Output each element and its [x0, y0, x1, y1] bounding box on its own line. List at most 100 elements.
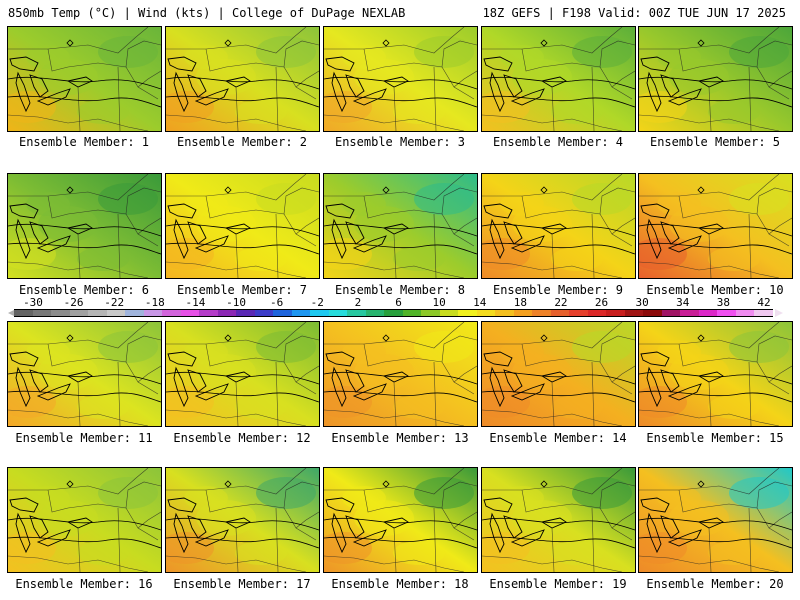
colorbar-tick-label: 6 [395, 296, 402, 309]
temperature-map [482, 322, 635, 426]
ensemble-map-panel [165, 321, 320, 427]
ensemble-map-panel [323, 467, 478, 573]
ensemble-member-label: Ensemble Member: 6 [18, 283, 150, 297]
ensemble-map-panel [481, 467, 636, 573]
colorbar-cell [550, 309, 569, 317]
colorbar-cell [180, 309, 199, 317]
colorbar-cell [476, 309, 495, 317]
colorbar-tick-label: 34 [676, 296, 690, 309]
colorbar-cell [661, 309, 680, 317]
colorbar-cell [14, 309, 33, 317]
colorbar-cell [69, 309, 88, 317]
colorbar-cell [32, 309, 51, 317]
temperature-map [639, 27, 792, 131]
ensemble-member-label: Ensemble Member: 4 [492, 135, 624, 149]
ensemble-member-label: Ensemble Member: 5 [649, 135, 781, 149]
colorbar-cell [125, 309, 144, 317]
ensemble-map-panel [481, 26, 636, 132]
ensemble-member-label: Ensemble Member: 2 [176, 135, 308, 149]
colorbar-cell [513, 309, 532, 317]
colorbar-cell [199, 309, 218, 317]
temperature-colorbar: -30 -26 -22 -18 -14 -10 -6 -2 2 6 10 14 18 22 26 30 34 38… [0, 296, 800, 322]
colorbar-cell [587, 309, 606, 317]
colorbar-cell [162, 309, 181, 317]
ensemble-member-label: Ensemble Member: 11 [15, 431, 153, 445]
ensemble-map-panel [7, 321, 162, 427]
ensemble-member-label: Ensemble Member: 3 [334, 135, 466, 149]
colorbar-cell [217, 309, 236, 317]
colorbar-cell [143, 309, 162, 317]
colorbar-tick-label: 18 [513, 296, 527, 309]
colorbar-tick-label: -30 [23, 296, 43, 309]
colorbar-cell [569, 309, 588, 317]
ensemble-map-panel [165, 26, 320, 132]
ensemble-member-label: Ensemble Member: 13 [331, 431, 469, 445]
colorbar-high-arrow [775, 309, 783, 317]
ensemble-map-panel [481, 173, 636, 279]
colorbar-tick-label: 14 [473, 296, 487, 309]
temperature-map [8, 468, 161, 572]
colorbar-tick-label: -14 [185, 296, 206, 309]
ensemble-map-panel [638, 467, 793, 573]
colorbar-tick-label: 38 [716, 296, 730, 309]
colorbar-cell [458, 309, 477, 317]
colorbar-tick-label: 2 [354, 296, 362, 309]
ensemble-member-label: Ensemble Member: 14 [489, 431, 627, 445]
ensemble-member-label: Ensemble Member: 10 [646, 283, 784, 297]
ensemble-member-label: Ensemble Member: 15 [646, 431, 784, 445]
ensemble-map-panel [638, 26, 793, 132]
colorbar-cell [328, 309, 347, 317]
ensemble-map-panel [323, 173, 478, 279]
colorbar-tick-label: 22 [554, 296, 568, 309]
ensemble-member-label: Ensemble Member: 17 [173, 577, 311, 591]
ensemble-member-label: Ensemble Member: 20 [646, 577, 784, 591]
map-title: 850mb Temp (°C) | Wind (kts) | College o… [8, 6, 406, 20]
ensemble-member-label: Ensemble Member: 8 [334, 283, 466, 297]
colorbar-cell [532, 309, 551, 317]
temperature-map [639, 322, 792, 426]
ensemble-map-panel [323, 321, 478, 427]
colorbar-cell [754, 309, 773, 317]
temperature-map [324, 322, 477, 426]
temperature-map [639, 174, 792, 278]
colorbar-tick-label: 26 [594, 296, 609, 309]
colorbar-cell [291, 309, 310, 317]
temperature-map [8, 174, 161, 278]
colorbar-cell [698, 309, 717, 317]
colorbar-cell [310, 309, 329, 317]
ensemble-map-panel [638, 173, 793, 279]
colorbar-tick-label: -10 [226, 296, 246, 309]
colorbar-cell [347, 309, 366, 317]
colorbar-tick-label: 10 [432, 296, 446, 309]
colorbar-cell [421, 309, 440, 317]
temperature-map [166, 27, 319, 131]
colorbar-cell [273, 309, 292, 317]
temperature-map [324, 27, 477, 131]
ensemble-map-panel [323, 26, 478, 132]
colorbar-cell [643, 309, 662, 317]
colorbar-cell [680, 309, 699, 317]
ensemble-member-label: Ensemble Member: 19 [489, 577, 627, 591]
colorbar-cell [88, 309, 107, 317]
colorbar-cell [717, 309, 736, 317]
ensemble-map-panel [7, 173, 162, 279]
colorbar-cell [439, 309, 458, 317]
colorbar-tick-label: -6 [270, 296, 284, 309]
colorbar-tick-label: -22 [104, 296, 125, 309]
ensemble-member-label: Ensemble Member: 16 [15, 577, 153, 591]
colorbar-cell [402, 309, 421, 317]
colorbar-cell [106, 309, 125, 317]
ensemble-map-panel [481, 321, 636, 427]
ensemble-member-label: Ensemble Member: 12 [173, 431, 311, 445]
ensemble-map-panel [638, 321, 793, 427]
colorbar-cell [384, 309, 403, 317]
ensemble-member-label: Ensemble Member: 1 [18, 135, 150, 149]
colorbar-cell [365, 309, 384, 317]
temperature-map [482, 27, 635, 131]
temperature-map [166, 322, 319, 426]
ensemble-map-panel [7, 467, 162, 573]
ensemble-map-panel [165, 467, 320, 573]
colorbar-cell [606, 309, 625, 317]
valid-time: 18Z GEFS | F198 Valid: 00Z TUE JUN 17 20… [482, 6, 786, 20]
temperature-map [166, 468, 319, 572]
